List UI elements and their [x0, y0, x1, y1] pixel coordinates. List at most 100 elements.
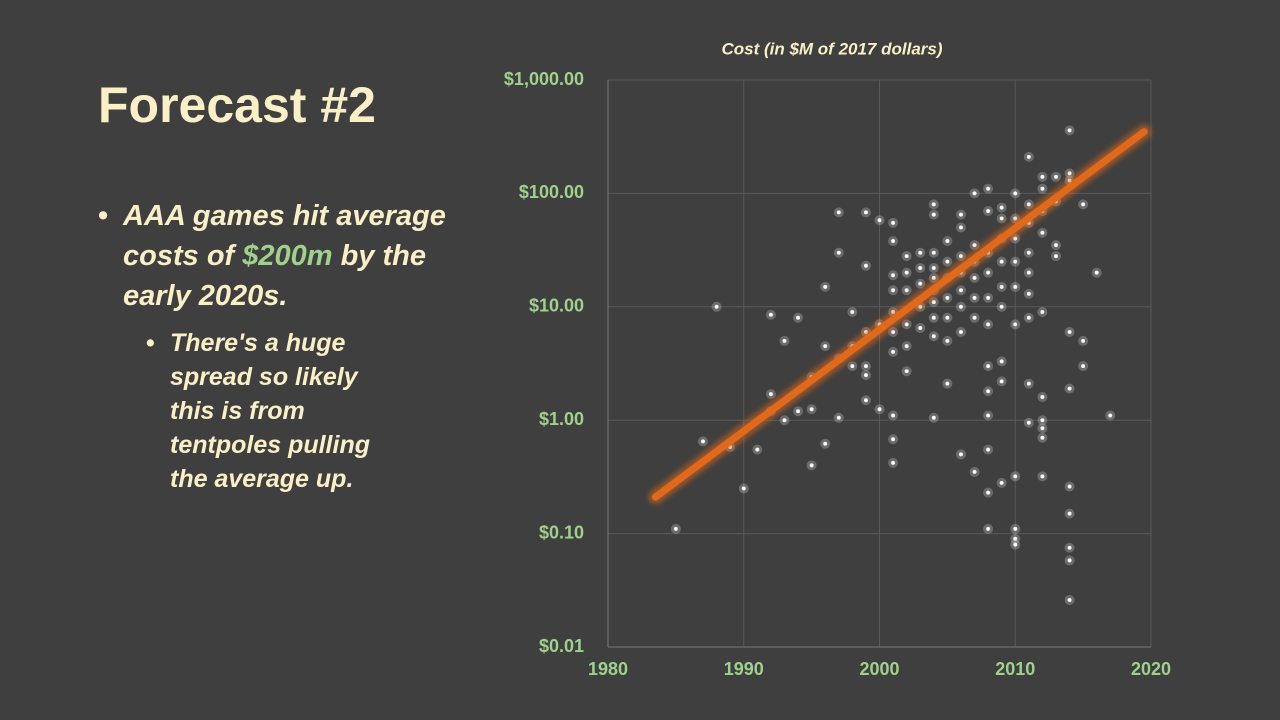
highlight: $200m — [242, 240, 333, 272]
point — [1010, 533, 1021, 544]
point — [928, 199, 939, 210]
point — [928, 262, 939, 273]
point — [1023, 312, 1034, 323]
x-tick-label: 2020 — [1131, 659, 1171, 679]
point — [901, 341, 912, 352]
point — [888, 410, 899, 421]
point — [1010, 256, 1021, 267]
point — [901, 319, 912, 330]
point — [1037, 183, 1048, 194]
point — [1037, 471, 1048, 482]
bullet-text: by the early 2020s. — [123, 240, 427, 312]
point — [1037, 423, 1048, 434]
slide-title: Forecast #2 — [98, 77, 376, 133]
point — [860, 260, 871, 271]
point — [983, 183, 994, 194]
point — [969, 272, 980, 283]
point — [1023, 288, 1034, 299]
point — [779, 415, 790, 426]
y-tick-label: $10.00 — [529, 296, 584, 316]
point — [820, 341, 831, 352]
point — [996, 376, 1007, 387]
trend-line — [652, 128, 1148, 501]
point — [901, 285, 912, 296]
point — [670, 523, 681, 534]
point — [983, 487, 994, 498]
point — [915, 323, 926, 334]
x-tick-label: 1980 — [588, 659, 628, 679]
point — [1010, 471, 1021, 482]
point — [1078, 335, 1089, 346]
point — [996, 281, 1007, 292]
point — [820, 438, 831, 449]
point — [983, 267, 994, 278]
point — [1023, 199, 1034, 210]
point — [833, 412, 844, 423]
point — [1064, 481, 1075, 492]
point — [1064, 555, 1075, 566]
y-tick-label: $0.01 — [539, 636, 584, 656]
point — [874, 215, 885, 226]
point — [1023, 267, 1034, 278]
point — [860, 207, 871, 218]
point — [983, 205, 994, 216]
point — [969, 292, 980, 303]
point — [928, 331, 939, 342]
point — [969, 466, 980, 477]
point — [996, 202, 1007, 213]
point — [928, 312, 939, 323]
point — [806, 404, 817, 415]
point — [1023, 378, 1034, 389]
point — [1037, 392, 1048, 403]
point — [860, 395, 871, 406]
bullet-list: AAA games hit average costs of $200m by … — [98, 196, 453, 496]
point — [793, 406, 804, 417]
point — [860, 370, 871, 381]
point — [901, 267, 912, 278]
point — [928, 247, 939, 258]
point — [1037, 171, 1048, 182]
point — [983, 292, 994, 303]
point — [1010, 523, 1021, 534]
y-tick-label: $100.00 — [519, 182, 584, 202]
point — [1064, 168, 1075, 179]
point — [996, 301, 1007, 312]
point — [765, 389, 776, 400]
point — [928, 297, 939, 308]
point — [888, 434, 899, 445]
point — [955, 209, 966, 220]
point — [1064, 125, 1075, 136]
bullet: AAA games hit average costs of $200m by … — [98, 196, 453, 316]
point — [833, 247, 844, 258]
point — [1010, 188, 1021, 199]
point — [779, 335, 790, 346]
point — [955, 449, 966, 460]
point — [942, 312, 953, 323]
point — [793, 312, 804, 323]
point — [1050, 171, 1061, 182]
point — [983, 410, 994, 421]
point — [847, 361, 858, 372]
point — [969, 188, 980, 199]
point — [955, 222, 966, 233]
point — [983, 444, 994, 455]
point — [888, 326, 899, 337]
point — [1010, 319, 1021, 330]
point — [1037, 432, 1048, 443]
point — [901, 251, 912, 262]
point — [1050, 251, 1061, 262]
point — [847, 306, 858, 317]
point — [1078, 199, 1089, 210]
point — [1037, 227, 1048, 238]
point — [1064, 508, 1075, 519]
point — [711, 301, 722, 312]
point — [983, 361, 994, 372]
point — [969, 312, 980, 323]
point — [996, 477, 1007, 488]
point — [928, 412, 939, 423]
point — [738, 483, 749, 494]
point — [765, 309, 776, 320]
chart-title: Cost (in $M of 2017 dollars) — [721, 39, 942, 58]
point — [752, 444, 763, 455]
